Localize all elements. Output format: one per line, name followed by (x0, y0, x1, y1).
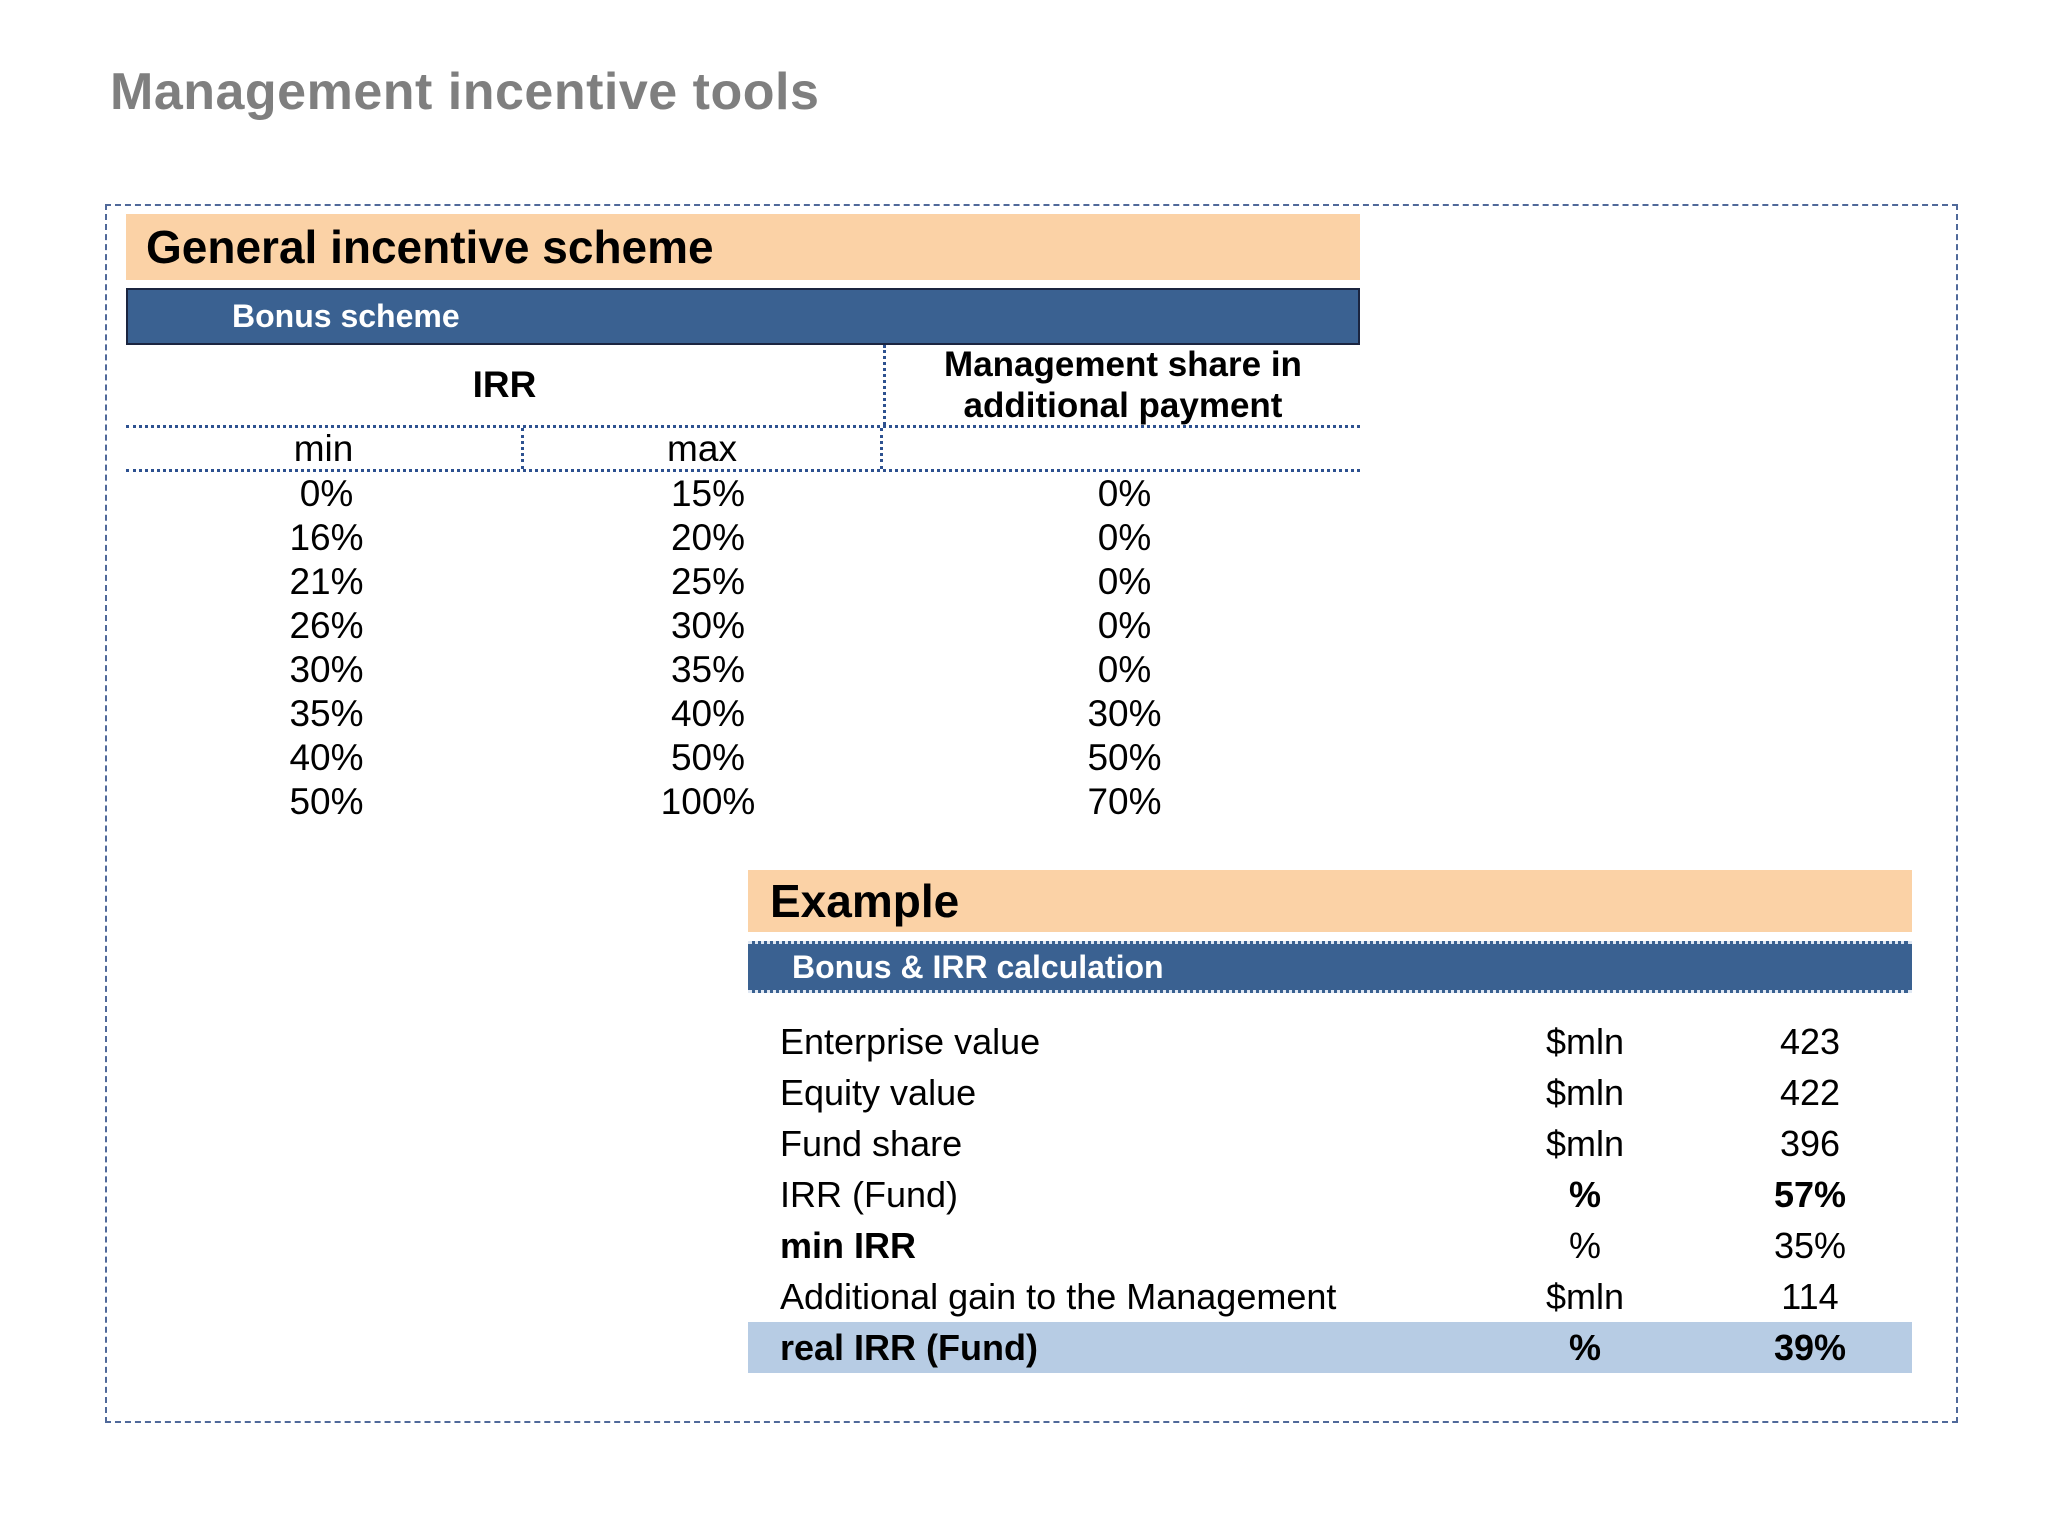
row-unit: % (1568, 1224, 1601, 1266)
row-value: 422 (1779, 1071, 1841, 1113)
row-unit: $mln (1545, 1122, 1625, 1164)
bonus-table-subheader-row: min max (126, 428, 1360, 472)
share-cell: 50% (1087, 737, 1162, 778)
min-cell: 50% (289, 781, 364, 822)
row-unit: % (1568, 1173, 1601, 1215)
row-label: Enterprise value (780, 1020, 1041, 1062)
example-row: Equity value $mln 422 (748, 1067, 1912, 1118)
row-value: 35% (1773, 1224, 1847, 1266)
row-label: Equity value (780, 1071, 977, 1113)
bonus-table-row: 50% 100% 70% (126, 780, 1360, 824)
example-row: Additional gain to the Management $mln 1… (748, 1271, 1912, 1322)
min-cell: 26% (289, 605, 364, 646)
bonus-table-header-row: IRR Management share in additional payme… (126, 345, 1360, 428)
max-cell: 35% (670, 649, 746, 690)
min-cell: 30% (289, 649, 364, 690)
example-row: min IRR % 35% (748, 1220, 1912, 1271)
row-unit: $mln (1545, 1071, 1625, 1113)
share-cell: 0% (1097, 517, 1152, 558)
row-unit: % (1568, 1326, 1601, 1368)
row-value: 423 (1779, 1020, 1841, 1062)
row-label: IRR (Fund) (780, 1173, 959, 1215)
bonus-table-row: 30% 35% 0% (126, 648, 1360, 692)
row-value: 396 (1779, 1122, 1841, 1164)
bonus-irr-calculation-banner: Bonus & IRR calculation (748, 941, 1912, 993)
bonus-scheme-banner: Bonus scheme (126, 288, 1360, 345)
mgmt-share-empty-cell (883, 428, 1360, 469)
max-header-cell: max (524, 428, 883, 469)
page-title: Management incentive tools (110, 63, 820, 121)
max-cell: 15% (670, 473, 746, 514)
min-header-cell: min (126, 428, 524, 469)
max-cell: 30% (670, 605, 746, 646)
share-cell: 0% (1097, 473, 1152, 514)
max-cell: 50% (670, 737, 746, 778)
bonus-table-row: 26% 30% 0% (126, 604, 1360, 648)
bonus-table: IRR Management share in additional payme… (126, 345, 1360, 824)
content-frame (105, 204, 1958, 1423)
row-value: 57% (1773, 1173, 1847, 1215)
row-label: min IRR (780, 1224, 917, 1266)
example-header: Example (748, 870, 1912, 932)
example-table: Enterprise value $mln 423 Equity value $… (748, 1016, 1912, 1373)
general-scheme-header: General incentive scheme (126, 214, 1360, 280)
row-label: Additional gain to the Management (780, 1275, 1337, 1317)
irr-header-cell: IRR (126, 345, 886, 425)
mgmt-share-header-cell: Management share in additional payment (944, 344, 1302, 425)
bonus-table-row: 16% 20% 0% (126, 516, 1360, 560)
max-cell: 40% (670, 693, 746, 734)
max-cell: 100% (660, 781, 756, 822)
row-label: real IRR (Fund) (780, 1326, 1038, 1368)
share-cell: 30% (1087, 693, 1162, 734)
example-row-highlighted: real IRR (Fund) % 39% (748, 1322, 1912, 1373)
bonus-table-row: 40% 50% 50% (126, 736, 1360, 780)
min-cell: 0% (299, 473, 354, 514)
example-row: Enterprise value $mln 423 (748, 1016, 1912, 1067)
share-cell: 0% (1097, 605, 1152, 646)
bonus-table-row: 35% 40% 30% (126, 692, 1360, 736)
min-cell: 21% (289, 561, 364, 602)
share-cell: 0% (1097, 649, 1152, 690)
row-value: 39% (1773, 1326, 1847, 1368)
example-row: IRR (Fund) % 57% (748, 1169, 1912, 1220)
bonus-table-row: 21% 25% 0% (126, 560, 1360, 604)
bonus-table-row: 0% 15% 0% (126, 472, 1360, 516)
row-unit: $mln (1545, 1275, 1625, 1317)
max-cell: 25% (670, 561, 746, 602)
row-value: 114 (1781, 1275, 1839, 1317)
row-unit: $mln (1545, 1020, 1625, 1062)
row-label: Fund share (780, 1122, 963, 1164)
min-cell: 35% (289, 693, 364, 734)
example-row: Fund share $mln 396 (748, 1118, 1912, 1169)
min-cell: 16% (289, 517, 364, 558)
min-cell: 40% (289, 737, 364, 778)
share-cell: 70% (1087, 781, 1162, 822)
share-cell: 0% (1097, 561, 1152, 602)
max-cell: 20% (670, 517, 746, 558)
